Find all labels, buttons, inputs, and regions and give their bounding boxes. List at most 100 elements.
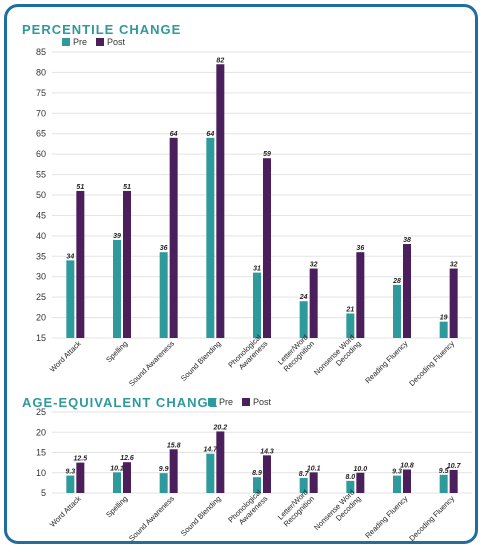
y-tick-label: 55: [36, 170, 46, 180]
bar-pre: [113, 239, 121, 338]
bar-post: [449, 469, 458, 493]
y-tick-label: 35: [36, 251, 46, 261]
bar-post: [169, 449, 178, 493]
bar-post: [76, 190, 85, 338]
data-label: 8.7: [299, 471, 310, 478]
data-label: 9.5: [439, 468, 449, 475]
y-tick-label: 80: [36, 67, 46, 77]
bar-pre: [346, 313, 355, 338]
bar-pre: [253, 272, 261, 338]
data-label: 9.3: [392, 469, 402, 476]
y-tick-label: 15: [36, 333, 46, 343]
bar-post: [216, 64, 225, 338]
x-tick-label: Sound Awareness: [127, 494, 176, 543]
bar-post: [123, 190, 131, 338]
data-label: 28: [392, 278, 401, 285]
age-equivalent-legend: Pre Post: [208, 397, 280, 407]
data-label: 31: [253, 266, 261, 273]
bar-post: [263, 158, 271, 338]
data-label: 10.0: [354, 466, 368, 473]
data-label: 12.6: [120, 455, 134, 462]
data-label: 10.8: [400, 463, 414, 470]
x-tick-label-group: Decoding Fluency: [407, 494, 456, 543]
legend-label-post: Post: [107, 37, 126, 47]
x-tick-label: Decoding Fluency: [407, 494, 456, 543]
bar-pre: [299, 478, 308, 493]
x-tick-label: Spelling: [104, 494, 129, 519]
legend-swatch-post: [242, 398, 251, 406]
bar-post: [309, 472, 318, 493]
x-tick-label: Word Attack: [48, 494, 83, 529]
data-label: 19: [440, 315, 448, 322]
bar-post: [216, 431, 225, 493]
percentile-legend: Pre Post: [62, 37, 134, 47]
x-tick-label-group: Sound Awareness: [127, 494, 176, 543]
y-tick-label: 50: [36, 190, 46, 200]
bar-post: [263, 455, 271, 493]
bar-post: [169, 137, 178, 338]
legend-swatch-pre: [62, 38, 70, 46]
x-tick-label: Sound Blending: [179, 494, 223, 538]
legend-label-post: Post: [253, 397, 272, 407]
bar-post: [76, 462, 85, 493]
bar-pre: [439, 474, 448, 493]
x-tick-label: Reading Fluency: [363, 494, 409, 540]
x-tick-label-group: Sound Blending: [179, 494, 223, 538]
data-label: 32: [450, 262, 458, 269]
bar-pre: [393, 284, 401, 338]
legend-swatch-post: [96, 38, 105, 46]
y-tick-label: 5: [41, 488, 46, 498]
bar-pre: [66, 260, 75, 338]
y-tick-label: 70: [36, 108, 46, 118]
data-label: 8.9: [252, 470, 262, 477]
data-label: 14.3: [260, 448, 274, 455]
x-tick-label-group: Spelling: [104, 494, 129, 519]
y-tick-label: 45: [36, 210, 46, 220]
legend-swatch-pre: [208, 398, 216, 406]
y-tick-label: 10: [36, 468, 46, 478]
y-tick-label: 25: [36, 407, 46, 417]
bar-pre: [113, 472, 121, 493]
data-label: 9.3: [65, 469, 75, 476]
data-label: 14.7: [204, 447, 219, 454]
data-label: 12.5: [74, 456, 88, 463]
y-tick-label: 15: [36, 448, 46, 458]
data-label: 10.1: [110, 465, 124, 472]
bar-pre: [206, 453, 215, 493]
y-tick-label: 85: [36, 47, 46, 57]
y-tick-label: 25: [36, 292, 46, 302]
bar-pre: [393, 475, 401, 493]
data-label: 38: [403, 237, 411, 244]
data-label: 10.1: [307, 465, 321, 472]
bar-post: [356, 472, 365, 493]
y-tick-label: 65: [36, 129, 46, 139]
bar-pre: [159, 252, 168, 338]
data-label: 24: [299, 294, 308, 301]
bar-post: [123, 462, 131, 493]
y-tick-label: 20: [36, 427, 46, 437]
data-label: 51: [123, 184, 131, 191]
bar-post: [403, 469, 411, 493]
data-label: 32: [310, 262, 318, 269]
data-label: 51: [76, 184, 84, 191]
percentile-chart-title: PERCENTILE CHANGE: [22, 22, 182, 37]
legend-label-pre: Pre: [219, 397, 234, 407]
y-tick-label: 60: [36, 149, 46, 159]
bar-pre: [159, 473, 168, 493]
data-label: 39: [113, 233, 121, 240]
age-equivalent-chart-title: AGE-EQUIVALENT CHANGE: [22, 395, 219, 410]
data-label: 34: [66, 253, 74, 260]
bar-pre: [439, 321, 448, 338]
data-label: 64: [170, 131, 178, 138]
y-tick-label: 75: [36, 88, 46, 98]
legend-label-pre: Pre: [73, 37, 88, 47]
bar-post: [403, 244, 411, 338]
data-label: 21: [345, 306, 354, 313]
data-label: 8.0: [345, 474, 355, 481]
bar-pre: [346, 480, 355, 493]
